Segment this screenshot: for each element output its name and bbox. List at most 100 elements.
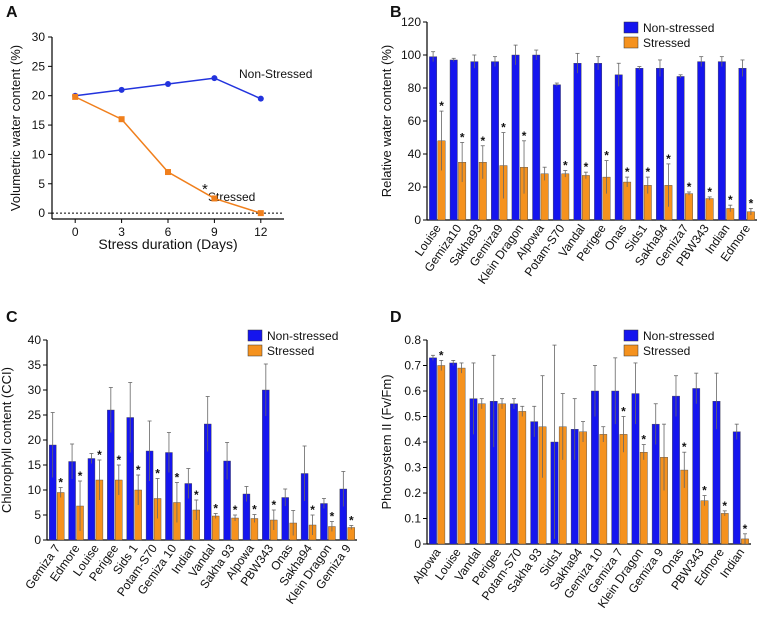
stressed-bar: [705, 198, 714, 221]
non-stressed-bar: [552, 84, 561, 221]
y-tick-label: 25: [32, 59, 46, 73]
stressed-bar: [477, 403, 486, 545]
stressed-bar: [720, 513, 729, 545]
y-tick-label: 0.7: [404, 359, 421, 373]
y-tick-label: 10: [28, 483, 42, 497]
non-stressed-bar: [732, 431, 741, 545]
y-axis-label: Relative water content (%): [379, 45, 394, 197]
stressed-bar: [581, 175, 590, 221]
significance-star: *: [330, 510, 335, 524]
stressed-bar: [579, 431, 587, 545]
significance-star: *: [722, 499, 727, 513]
non-stressed-bar: [692, 388, 701, 545]
non-stressed-bar: [429, 56, 438, 221]
y-tick-label: 20: [28, 433, 42, 447]
legend-label-non-stressed: Non-stressed: [267, 329, 338, 343]
significance-star: *: [155, 467, 160, 481]
y-tick-label: 15: [28, 458, 42, 472]
panel-c: C Chlorophyll content (CCI) 0 5 10 15 20 25 30 3…: [0, 309, 357, 607]
data-point: [165, 80, 171, 87]
significance-star: *: [563, 159, 568, 173]
stressed-bar: [231, 517, 239, 541]
significance-star: *: [666, 152, 671, 166]
legend-label-stressed: Stressed: [267, 344, 314, 358]
y-tick-label: 0.6: [404, 384, 421, 398]
significance-star: *: [58, 476, 63, 490]
significance-star: *: [310, 503, 315, 517]
significance-star: *: [194, 488, 199, 502]
y-axis-label: Chlorophyll content (CCI): [0, 367, 14, 513]
y-tick-label: 0.1: [404, 512, 421, 526]
stressed-bar: [639, 452, 648, 545]
significance-star: *: [480, 134, 485, 148]
y-tick-label: 100: [401, 48, 421, 62]
data-point: [211, 195, 218, 202]
significance-star: *: [97, 448, 102, 462]
non-stressed-bar: [573, 63, 582, 221]
x-tick-label: 3: [118, 225, 125, 239]
y-axis-label: Photosystem II (Fv/Fm): [379, 374, 394, 509]
y-tick-label: 120: [401, 15, 421, 29]
y-tick-label: 0: [414, 213, 421, 227]
y-tick-label: 0: [38, 206, 45, 220]
y-tick-label: 0.8: [404, 333, 421, 347]
significance-star: *: [522, 129, 527, 143]
y-tick-label: 0: [34, 533, 41, 547]
y-tick-label: 40: [408, 147, 422, 161]
y-tick-label: 60: [408, 114, 422, 128]
data-point: [165, 169, 171, 176]
non-stressed-bar: [672, 395, 680, 545]
legend-label-stressed: Stressed: [643, 344, 690, 358]
y-tick-label: 20: [408, 180, 422, 194]
data-point: [118, 86, 125, 93]
non-stressed-bar: [470, 61, 479, 221]
significance-star: *: [460, 130, 465, 144]
non-stressed-bar: [429, 357, 437, 545]
data-point: [211, 75, 218, 82]
panel-a-label: A: [6, 4, 18, 21]
stressed-bar: [599, 434, 608, 545]
significance-star: *: [641, 433, 646, 447]
non-stressed-bar: [449, 59, 458, 221]
non-stressed-bar: [614, 74, 623, 221]
data-point: [72, 93, 79, 100]
y-tick-label: 25: [28, 408, 42, 422]
y-tick-label: 5: [38, 177, 45, 191]
stressed-bar: [498, 403, 506, 545]
non-stressed-bar: [532, 54, 541, 221]
y-tick-label: 30: [28, 383, 42, 397]
significance-star: *: [645, 165, 650, 179]
stressed-bar: [56, 492, 65, 541]
significance-star: *: [202, 181, 208, 198]
legend-swatch-non-stressed: [623, 21, 639, 34]
non-stressed-bar: [635, 67, 644, 221]
stressed-bar: [561, 173, 570, 221]
significance-star: *: [584, 160, 589, 174]
legend-swatch-stressed: [623, 344, 639, 357]
significance-star: *: [682, 440, 687, 454]
data-point: [257, 95, 264, 102]
non-stressed-label: Non-Stressed: [239, 67, 312, 81]
panel-b-label: B: [390, 4, 402, 21]
stressed-bar: [700, 500, 709, 545]
y-tick-label: 0.3: [404, 461, 421, 475]
panel-a: A Volumetric water content (%) Stress du…: [6, 4, 312, 252]
significance-star: *: [743, 522, 748, 536]
significance-star: *: [213, 502, 218, 516]
significance-star: *: [271, 498, 276, 512]
data-point: [118, 116, 125, 123]
y-tick-label: 5: [34, 508, 41, 522]
legend-swatch-stressed: [623, 36, 639, 49]
x-tick-label: 12: [254, 225, 268, 239]
y-tick-label: 80: [408, 81, 422, 95]
x-tick-label: 0: [72, 225, 79, 239]
non-stressed-bar: [594, 63, 603, 221]
significance-star: *: [252, 503, 257, 517]
non-stressed-bar: [510, 403, 518, 545]
legend-label-non-stressed: Non-stressed: [643, 329, 714, 343]
legend-swatch-non-stressed: [623, 329, 639, 342]
stressed-bar: [211, 515, 220, 541]
stressed-bar: [518, 411, 527, 545]
significance-star: *: [175, 471, 180, 485]
